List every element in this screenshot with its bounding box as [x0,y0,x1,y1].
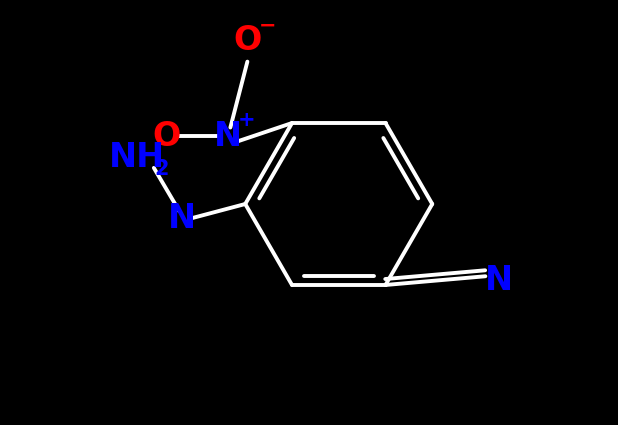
Text: −: − [259,15,276,36]
Text: 2: 2 [154,159,169,179]
Text: N: N [485,264,513,297]
Text: O: O [153,119,180,153]
Text: O: O [233,24,261,57]
Text: N: N [167,202,195,235]
Text: N: N [214,119,242,153]
Text: NH: NH [109,141,165,174]
Text: +: + [237,110,255,130]
